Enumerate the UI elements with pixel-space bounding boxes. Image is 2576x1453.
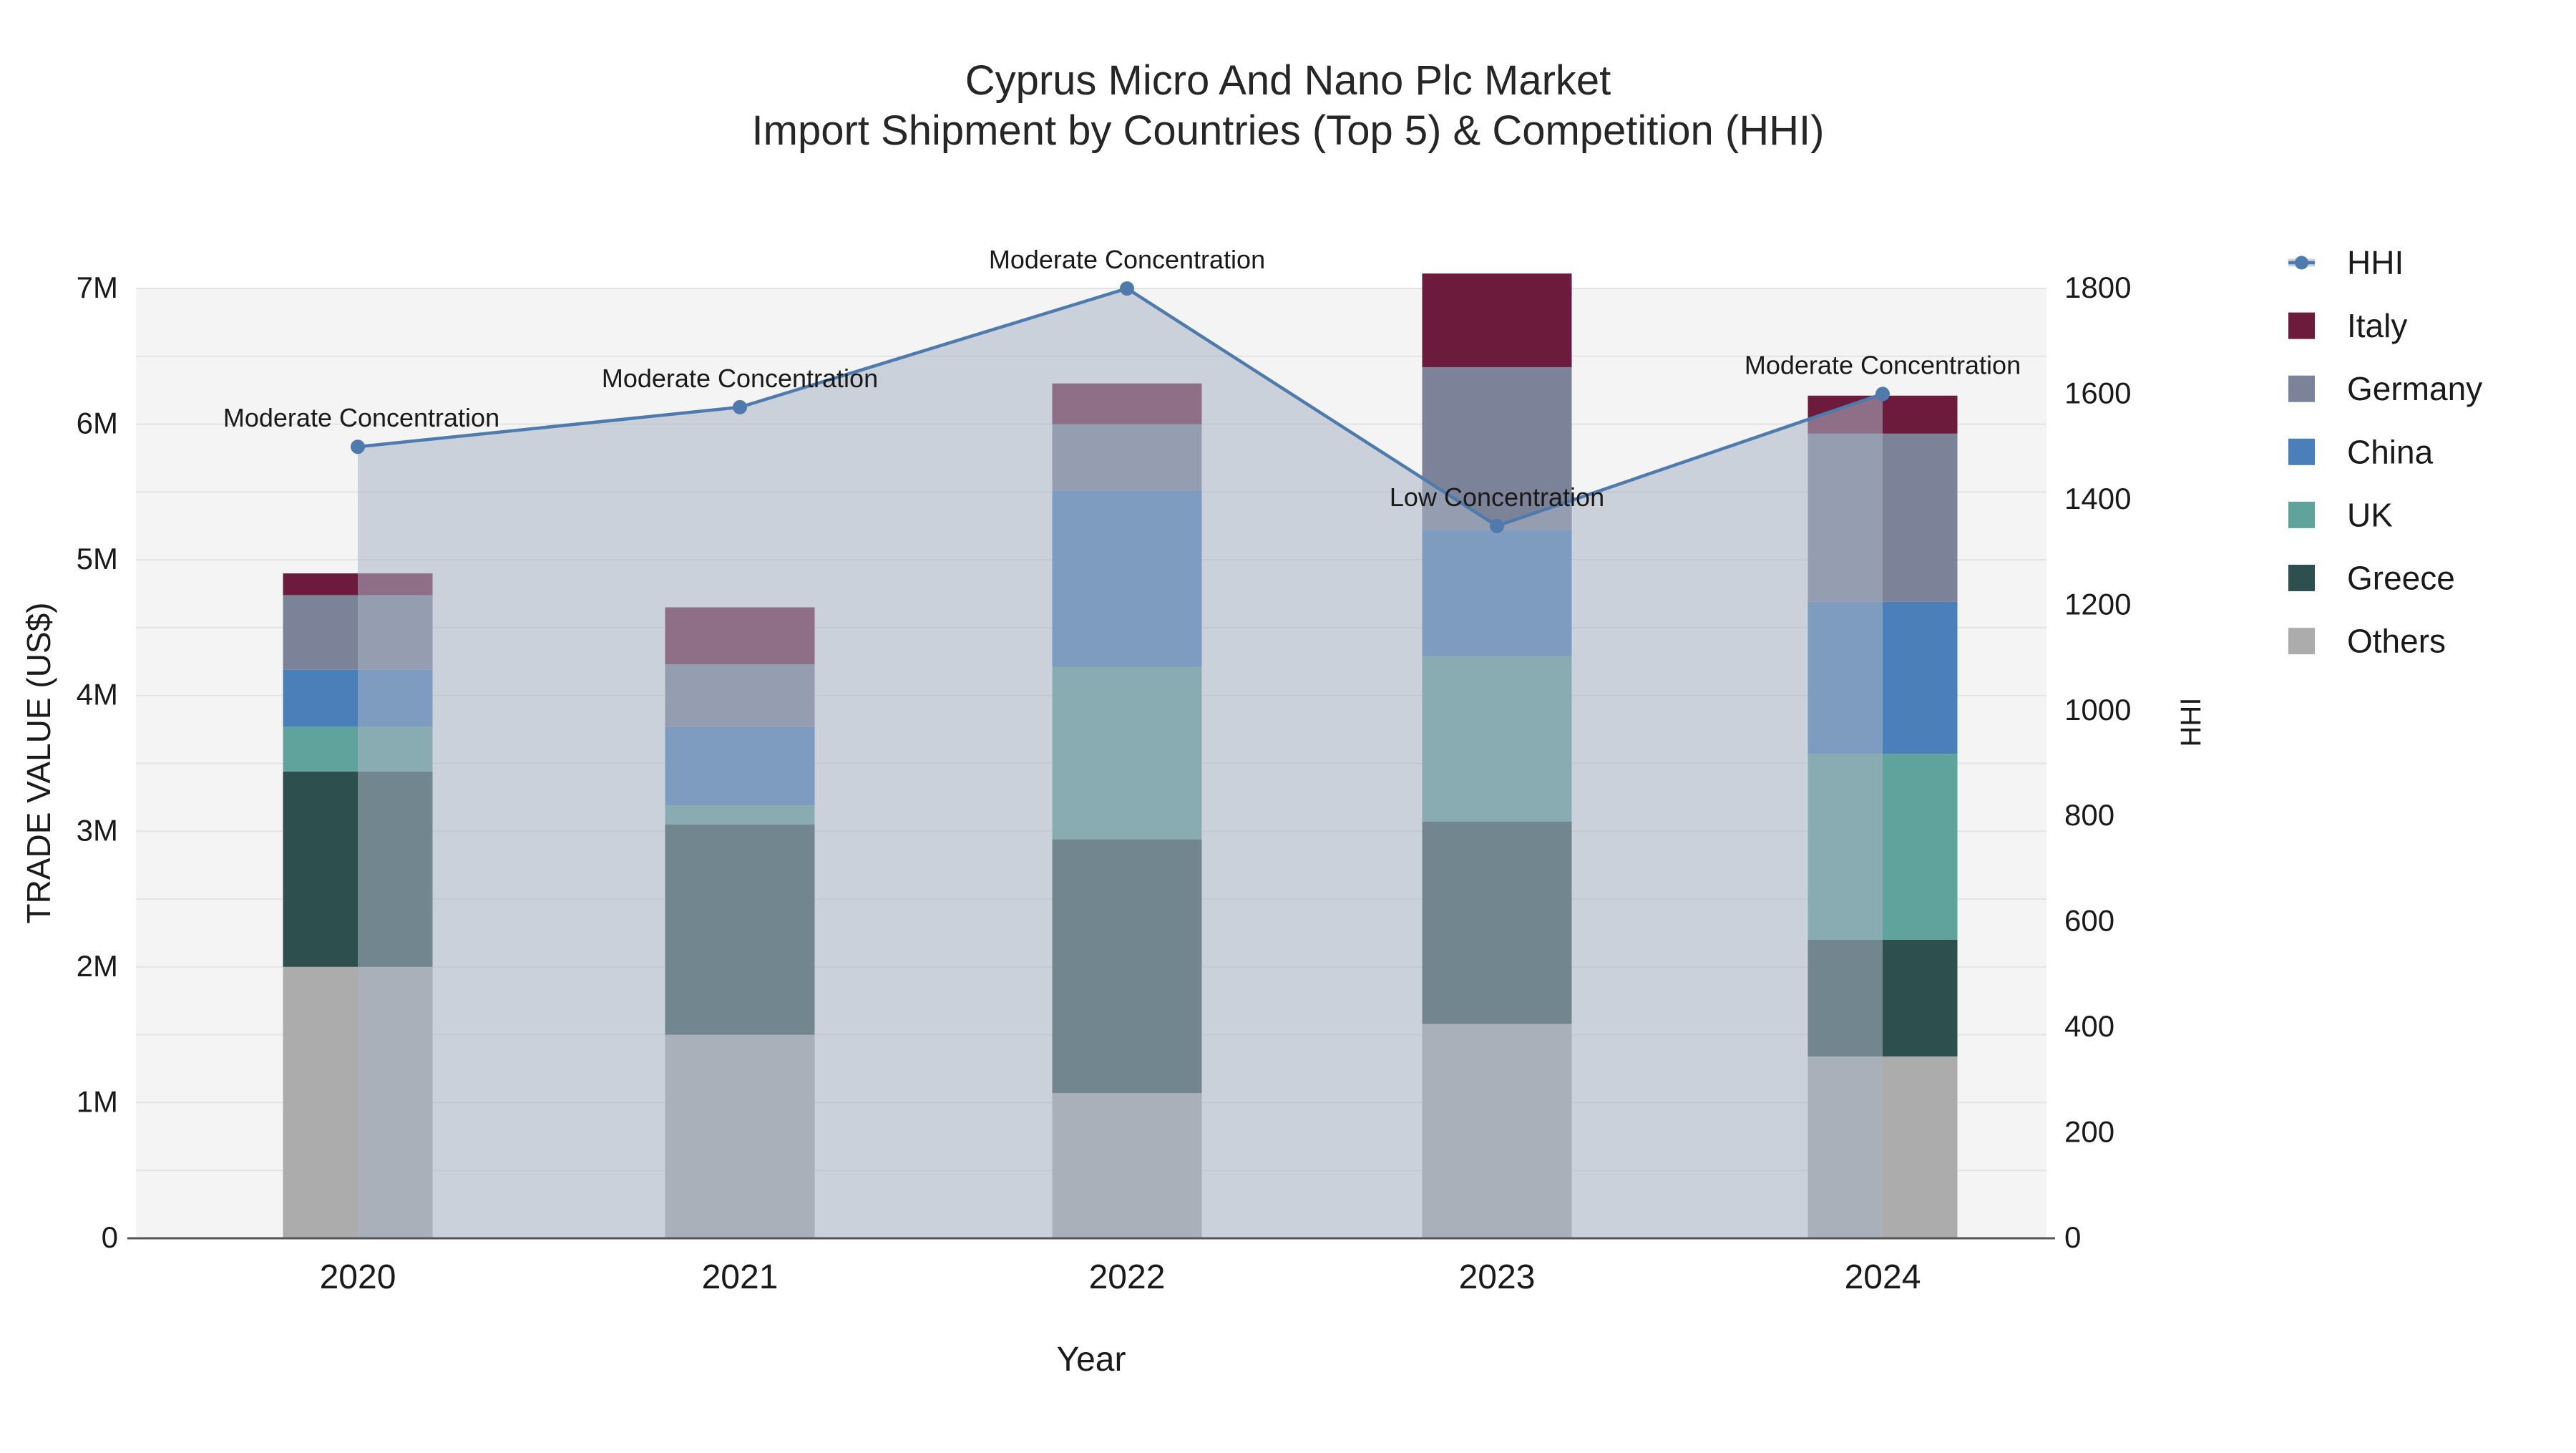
svg-text:800: 800 xyxy=(2064,798,2114,832)
svg-text:China: China xyxy=(2347,433,2434,470)
svg-text:0: 0 xyxy=(2064,1220,2081,1254)
svg-text:5M: 5M xyxy=(77,542,118,575)
svg-text:Germany: Germany xyxy=(2347,370,2482,407)
svg-text:0: 0 xyxy=(102,1220,118,1254)
svg-text:1800: 1800 xyxy=(2064,271,2131,304)
svg-text:2023: 2023 xyxy=(1459,1258,1536,1296)
svg-text:1400: 1400 xyxy=(2064,482,2131,515)
svg-text:2022: 2022 xyxy=(1089,1258,1166,1296)
svg-text:2020: 2020 xyxy=(320,1258,396,1296)
svg-text:HHI: HHI xyxy=(2347,244,2404,281)
svg-text:2024: 2024 xyxy=(1845,1258,1921,1296)
svg-text:Moderate Concentration: Moderate Concentration xyxy=(602,364,878,393)
svg-text:1200: 1200 xyxy=(2064,587,2131,621)
svg-text:Others: Others xyxy=(2347,623,2446,660)
svg-text:Import Shipment by Countries (: Import Shipment by Countries (Top 5) & C… xyxy=(752,107,1825,154)
svg-text:Moderate Concentration: Moderate Concentration xyxy=(989,245,1265,274)
svg-text:HHI: HHI xyxy=(2175,698,2207,747)
svg-text:UK: UK xyxy=(2347,496,2393,533)
svg-text:400: 400 xyxy=(2064,1009,2114,1043)
svg-text:Low Concentration: Low Concentration xyxy=(1390,482,1604,512)
svg-text:2M: 2M xyxy=(77,949,118,983)
svg-text:TRADE VALUE (US$): TRADE VALUE (US$) xyxy=(20,602,57,923)
svg-text:1M: 1M xyxy=(77,1084,118,1118)
svg-text:3M: 3M xyxy=(77,813,118,847)
svg-text:Moderate Concentration: Moderate Concentration xyxy=(223,403,499,432)
svg-text:Greece: Greece xyxy=(2347,560,2455,597)
svg-text:Italy: Italy xyxy=(2347,307,2407,344)
svg-text:1600: 1600 xyxy=(2064,376,2131,409)
svg-text:Moderate Concentration: Moderate Concentration xyxy=(1745,350,2021,379)
svg-text:2021: 2021 xyxy=(702,1258,779,1296)
svg-text:4M: 4M xyxy=(77,678,118,711)
svg-text:6M: 6M xyxy=(77,407,118,440)
svg-text:600: 600 xyxy=(2064,904,2114,938)
svg-text:Year: Year xyxy=(1057,1341,1126,1379)
svg-text:1000: 1000 xyxy=(2064,693,2131,726)
svg-text:200: 200 xyxy=(2064,1115,2114,1149)
svg-text:Cyprus Micro And Nano Plc Mark: Cyprus Micro And Nano Plc Market xyxy=(965,57,1611,104)
svg-text:7M: 7M xyxy=(77,271,118,304)
